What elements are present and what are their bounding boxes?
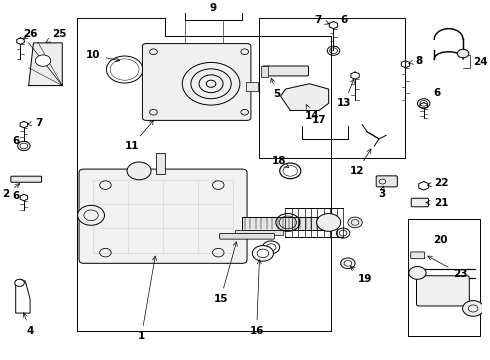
Text: 5: 5: [270, 78, 280, 99]
Text: 7: 7: [27, 118, 42, 128]
Circle shape: [420, 100, 428, 106]
Circle shape: [127, 162, 151, 180]
FancyBboxPatch shape: [411, 252, 425, 259]
Circle shape: [266, 244, 276, 251]
Bar: [235, 230, 283, 235]
Bar: [156, 153, 166, 175]
Text: 8: 8: [409, 56, 422, 66]
Text: 6: 6: [341, 15, 348, 25]
Circle shape: [339, 230, 347, 236]
Circle shape: [15, 279, 24, 287]
Text: 16: 16: [249, 260, 264, 336]
FancyBboxPatch shape: [411, 198, 429, 207]
Text: 18: 18: [271, 156, 289, 168]
Text: 15: 15: [214, 242, 237, 303]
Text: 24: 24: [473, 57, 487, 67]
Text: 11: 11: [124, 120, 153, 151]
Text: 25: 25: [46, 29, 66, 42]
Text: 12: 12: [350, 149, 371, 176]
FancyBboxPatch shape: [143, 44, 251, 120]
Circle shape: [317, 213, 341, 231]
FancyBboxPatch shape: [376, 176, 397, 187]
Text: 20: 20: [433, 235, 448, 245]
Text: 3: 3: [378, 186, 385, 199]
Text: 6: 6: [13, 136, 20, 146]
Circle shape: [77, 205, 104, 225]
Circle shape: [417, 99, 430, 108]
Text: 22: 22: [427, 178, 449, 188]
FancyBboxPatch shape: [416, 276, 469, 306]
Text: 6: 6: [13, 191, 20, 201]
Text: 10: 10: [86, 50, 120, 62]
Circle shape: [257, 249, 269, 258]
Text: 14: 14: [305, 105, 319, 121]
Text: 13: 13: [337, 79, 354, 108]
Polygon shape: [28, 43, 62, 86]
Circle shape: [327, 46, 340, 55]
Text: 23: 23: [428, 256, 468, 279]
Text: 7: 7: [315, 15, 329, 25]
Circle shape: [252, 246, 273, 261]
Circle shape: [263, 241, 280, 254]
Text: 26: 26: [23, 29, 37, 39]
Circle shape: [35, 55, 51, 66]
Polygon shape: [281, 84, 329, 111]
Circle shape: [330, 48, 337, 54]
Circle shape: [20, 143, 28, 149]
Circle shape: [18, 141, 30, 150]
Circle shape: [344, 261, 352, 266]
Text: 21: 21: [426, 198, 449, 208]
Text: 19: 19: [350, 266, 372, 284]
FancyBboxPatch shape: [263, 66, 309, 76]
Circle shape: [336, 228, 350, 238]
Text: 9: 9: [210, 3, 217, 13]
Circle shape: [457, 49, 469, 58]
Circle shape: [348, 217, 362, 228]
Circle shape: [341, 258, 355, 269]
Text: 2: 2: [2, 184, 20, 199]
FancyBboxPatch shape: [79, 169, 247, 263]
Bar: [242, 217, 324, 230]
FancyBboxPatch shape: [220, 233, 274, 239]
FancyBboxPatch shape: [11, 176, 42, 182]
Text: 4: 4: [23, 313, 34, 336]
Circle shape: [409, 266, 426, 279]
Bar: [408, 219, 480, 336]
Text: 6: 6: [433, 87, 441, 98]
Bar: [245, 82, 258, 91]
Circle shape: [463, 301, 484, 316]
Text: 17: 17: [312, 114, 326, 125]
Bar: [259, 18, 405, 158]
Bar: [261, 66, 268, 77]
Text: 1: 1: [138, 256, 157, 341]
